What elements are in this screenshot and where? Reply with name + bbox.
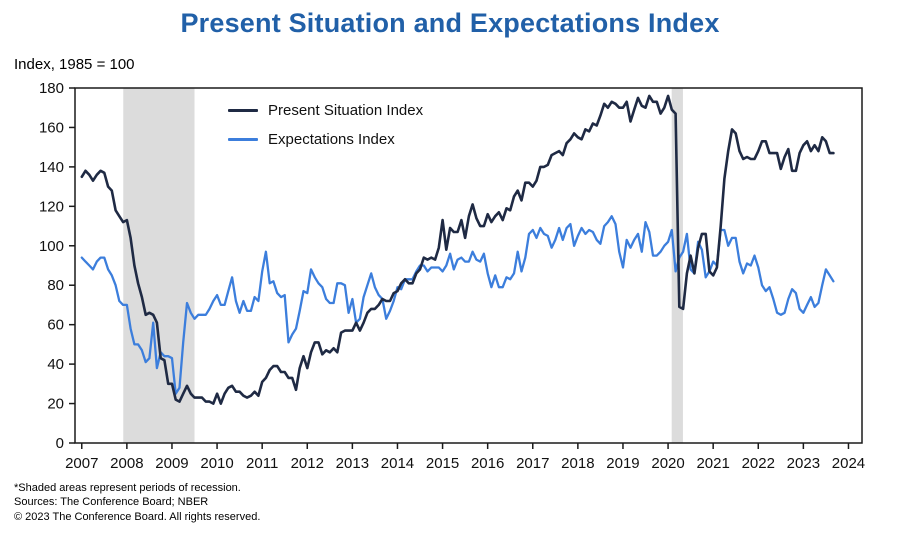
svg-text:2011: 2011 bbox=[246, 455, 278, 472]
svg-text:180: 180 bbox=[39, 80, 64, 97]
legend-item-expectations: Expectations Index bbox=[228, 130, 423, 148]
svg-text:2019: 2019 bbox=[606, 455, 639, 472]
svg-text:60: 60 bbox=[47, 317, 64, 334]
svg-text:2017: 2017 bbox=[516, 455, 549, 472]
svg-text:2016: 2016 bbox=[471, 455, 504, 472]
footnote-copyright: © 2023 The Conference Board. All rights … bbox=[14, 510, 261, 523]
page-title: Present Situation and Expectations Index bbox=[180, 8, 720, 38]
legend-item-present-situation: Present Situation Index bbox=[228, 101, 423, 119]
svg-text:2008: 2008 bbox=[110, 455, 143, 472]
svg-text:2012: 2012 bbox=[291, 455, 324, 472]
svg-text:2020: 2020 bbox=[651, 455, 684, 472]
svg-text:160: 160 bbox=[39, 119, 64, 136]
footnote-recession: *Shaded areas represent periods of reces… bbox=[14, 482, 241, 494]
svg-text:120: 120 bbox=[39, 198, 64, 215]
svg-text:2021: 2021 bbox=[696, 455, 729, 472]
y-axis-unit-label: Index, 1985 = 100 bbox=[14, 56, 135, 73]
footnotes: *Shaded areas represent periods of reces… bbox=[14, 481, 260, 524]
legend: Present Situation Index Expectations Ind… bbox=[228, 101, 423, 148]
svg-text:2015: 2015 bbox=[426, 455, 459, 472]
svg-text:2014: 2014 bbox=[381, 455, 414, 472]
svg-text:2007: 2007 bbox=[65, 455, 98, 472]
svg-text:2024: 2024 bbox=[832, 455, 865, 472]
svg-text:100: 100 bbox=[39, 238, 64, 255]
svg-text:140: 140 bbox=[39, 159, 64, 176]
footnote-sources: Sources: The Conference Board; NBER bbox=[14, 496, 209, 509]
svg-text:2018: 2018 bbox=[561, 455, 594, 472]
svg-text:2023: 2023 bbox=[787, 455, 820, 472]
legend-label-present-situation: Present Situation Index bbox=[268, 101, 424, 119]
svg-text:2022: 2022 bbox=[742, 455, 775, 472]
svg-text:2009: 2009 bbox=[155, 455, 188, 472]
svg-text:40: 40 bbox=[47, 356, 64, 373]
svg-text:2010: 2010 bbox=[200, 455, 233, 472]
present-situation-line-swatch bbox=[228, 108, 258, 112]
legend-label-expectations: Expectations Index bbox=[268, 130, 395, 148]
expectations-line-swatch bbox=[228, 137, 258, 141]
svg-text:2013: 2013 bbox=[336, 455, 369, 472]
svg-text:20: 20 bbox=[47, 396, 64, 413]
svg-text:0: 0 bbox=[56, 435, 64, 452]
svg-text:80: 80 bbox=[47, 277, 64, 294]
